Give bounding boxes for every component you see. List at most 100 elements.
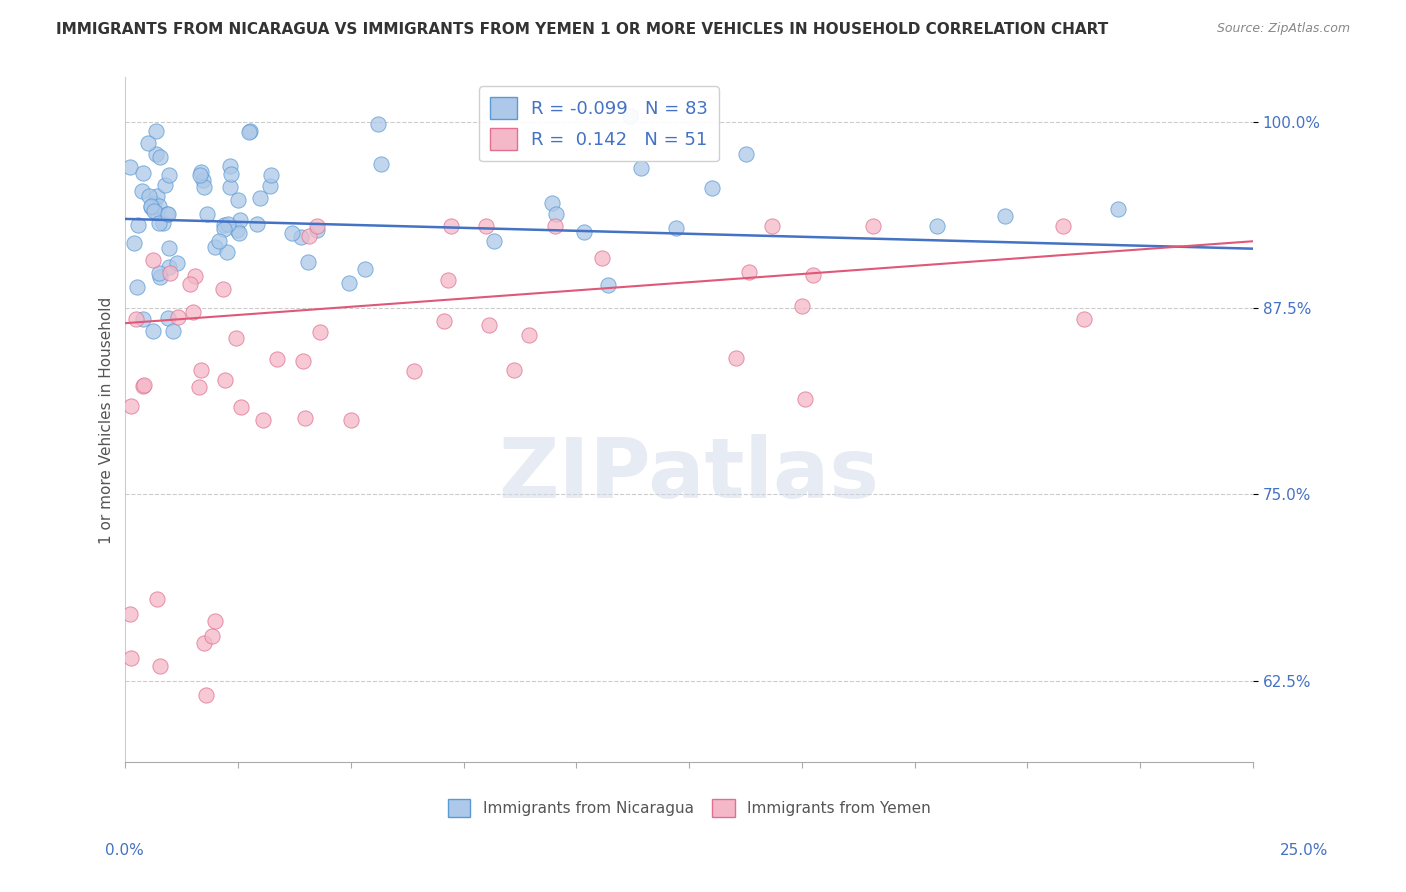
Point xyxy=(184,269,207,284)
Point xyxy=(291,354,314,368)
Point xyxy=(219,180,242,194)
Point xyxy=(862,219,884,234)
Point xyxy=(619,109,641,123)
Point xyxy=(162,324,184,338)
Point xyxy=(1052,219,1074,234)
Point xyxy=(219,167,242,181)
Point xyxy=(228,227,250,241)
Point xyxy=(404,364,426,378)
Point xyxy=(157,241,180,255)
Text: ZIPatlas: ZIPatlas xyxy=(499,434,880,516)
Y-axis label: 1 or more Vehicles in Household: 1 or more Vehicles in Household xyxy=(100,296,114,543)
Point xyxy=(1073,311,1095,326)
Point xyxy=(214,218,236,232)
Point xyxy=(166,255,188,269)
Point xyxy=(305,223,328,237)
Text: 25.0%: 25.0% xyxy=(1281,843,1329,858)
Text: 0.0%: 0.0% xyxy=(105,843,145,858)
Point xyxy=(157,168,180,182)
Point xyxy=(145,188,167,202)
Point xyxy=(201,629,224,643)
Point xyxy=(132,166,155,180)
Point xyxy=(541,196,564,211)
Point xyxy=(229,400,252,414)
Point xyxy=(148,198,170,212)
Point xyxy=(630,161,652,176)
Point xyxy=(724,351,747,366)
Point xyxy=(238,125,260,139)
Point xyxy=(132,312,155,326)
Point xyxy=(239,124,262,138)
Point xyxy=(120,399,142,413)
Point xyxy=(217,244,239,259)
Point xyxy=(475,219,498,234)
Point xyxy=(193,173,215,187)
Point xyxy=(340,413,363,427)
Point xyxy=(761,219,783,234)
Point xyxy=(193,636,215,650)
Point xyxy=(229,212,252,227)
Point xyxy=(281,226,304,240)
Point xyxy=(118,607,141,621)
Point xyxy=(120,160,142,174)
Point xyxy=(482,235,505,249)
Point xyxy=(187,380,209,394)
Point xyxy=(1107,202,1129,216)
Point xyxy=(927,219,949,234)
Point xyxy=(208,234,231,248)
Point xyxy=(120,651,142,665)
Point xyxy=(994,209,1017,223)
Point xyxy=(190,165,212,179)
Point xyxy=(544,207,567,221)
Point xyxy=(503,363,526,377)
Point xyxy=(790,299,813,313)
Point xyxy=(212,221,235,235)
Point xyxy=(149,150,172,164)
Point xyxy=(249,190,271,204)
Point xyxy=(146,591,169,606)
Point xyxy=(305,219,328,234)
Point xyxy=(188,168,211,182)
Point xyxy=(156,310,179,325)
Point xyxy=(136,136,159,150)
Point xyxy=(298,229,321,244)
Point xyxy=(478,318,501,333)
Point xyxy=(259,178,281,193)
Point xyxy=(252,413,274,427)
Legend: Immigrants from Nicaragua, Immigrants from Yemen: Immigrants from Nicaragua, Immigrants fr… xyxy=(441,792,936,823)
Point xyxy=(738,265,761,279)
Point xyxy=(145,123,167,137)
Point xyxy=(145,147,167,161)
Point xyxy=(297,255,319,269)
Point xyxy=(134,378,156,392)
Point xyxy=(204,240,226,254)
Point xyxy=(142,324,165,338)
Point xyxy=(226,194,249,208)
Point xyxy=(598,278,620,293)
Point xyxy=(149,658,172,673)
Point xyxy=(139,201,162,215)
Point xyxy=(149,270,172,285)
Point xyxy=(225,331,247,345)
Point xyxy=(152,216,174,230)
Point xyxy=(433,314,456,328)
Point xyxy=(157,207,180,221)
Point xyxy=(290,230,312,244)
Point xyxy=(143,196,166,211)
Point xyxy=(337,277,360,291)
Point xyxy=(572,225,595,239)
Point xyxy=(138,189,160,203)
Point xyxy=(226,223,249,237)
Point xyxy=(214,373,236,387)
Point xyxy=(155,178,177,193)
Point xyxy=(212,282,235,296)
Point xyxy=(544,219,567,234)
Point xyxy=(179,277,201,292)
Point xyxy=(145,205,167,219)
Point xyxy=(148,216,170,230)
Point xyxy=(183,304,205,318)
Point xyxy=(437,273,460,287)
Point xyxy=(735,147,758,161)
Point xyxy=(591,252,613,266)
Point xyxy=(148,266,170,280)
